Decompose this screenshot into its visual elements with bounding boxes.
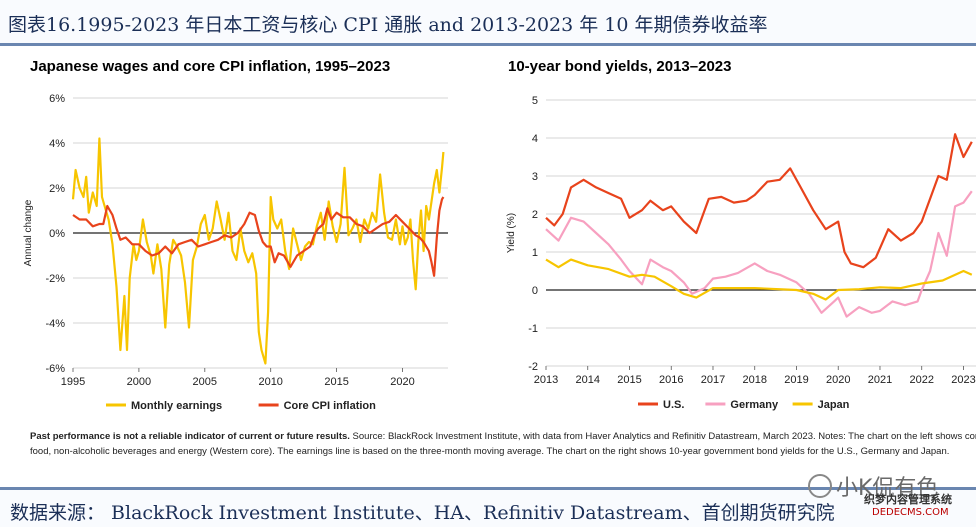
wages-x-tick-label: 2005 bbox=[193, 376, 217, 388]
watermark: 小K侃有色 bbox=[808, 470, 938, 502]
site-url-watermark: DEDECMS.COM bbox=[872, 507, 949, 518]
yields-x-tick-label: 2014 bbox=[576, 374, 600, 386]
wages-y-axis-label: Annual change bbox=[23, 199, 34, 266]
source-text: 数据来源： BlackRock Investment Institute、HA、… bbox=[10, 502, 835, 524]
wages-cpi-chart: -6% -4% -2% 0% 2% 4% 6% 1995 2000 2005 2010 2015 202… bbox=[23, 93, 448, 412]
yields-y-tick-label: -1 bbox=[528, 323, 538, 335]
yields-series-line-0 bbox=[545, 133, 973, 269]
left-chart-title: Japanese wages and core CPI inflation, 1… bbox=[30, 58, 391, 75]
site-watermark: 织梦内容管理系统 bbox=[864, 493, 952, 506]
wages-legend-label-1: Core CPI inflation bbox=[284, 400, 377, 412]
yields-y-axis-label: Yield (%) bbox=[506, 213, 517, 253]
watermark-text: 小K侃有色 bbox=[836, 476, 939, 501]
wages-x-tick-label: 2015 bbox=[324, 376, 348, 388]
wages-y-tick-label: 6% bbox=[49, 93, 65, 105]
yields-x-tick-label: 2017 bbox=[701, 374, 725, 386]
wages-y-tick-label: -4% bbox=[45, 318, 65, 330]
yields-x-tick-label: 2013 bbox=[534, 374, 558, 386]
yields-x-tick-label: 2018 bbox=[742, 374, 766, 386]
wages-y-tick-label: 0% bbox=[49, 228, 65, 240]
yields-x-tick-label: 2020 bbox=[826, 374, 850, 386]
yields-y-tick-label: 0 bbox=[532, 285, 538, 297]
yields-x-tick-label: 2023 bbox=[951, 374, 975, 386]
footnote-line-2: food, non-alcoholic beverages and energy… bbox=[30, 446, 950, 457]
yields-series-line-1 bbox=[545, 190, 973, 318]
yields-x-tick-label: 2016 bbox=[659, 374, 683, 386]
yields-y-tick-label: 5 bbox=[532, 95, 538, 107]
yields-legend-label-1: Germany bbox=[730, 399, 779, 411]
yields-x-tick-label: 2019 bbox=[784, 374, 808, 386]
wages-y-tick-label: 2% bbox=[49, 183, 65, 195]
yields-y-tick-label: 1 bbox=[532, 247, 538, 259]
wages-y-tick-label: -6% bbox=[45, 363, 65, 375]
yields-x-tick-label: 2021 bbox=[868, 374, 892, 386]
yields-x-tick-label: 2015 bbox=[617, 374, 641, 386]
wages-x-tick-label: 2010 bbox=[258, 376, 282, 388]
wages-y-tick-label: 4% bbox=[49, 138, 65, 150]
wages-series-line-1 bbox=[72, 196, 445, 277]
wages-series-line-0 bbox=[71, 137, 445, 365]
footnote-disclaimer: Past performance is not a reliable indic… bbox=[30, 431, 350, 442]
yields-x-tick-label: 2022 bbox=[909, 374, 933, 386]
wages-x-tick-label: 2000 bbox=[127, 376, 151, 388]
yields-y-tick-label: 2 bbox=[532, 209, 538, 221]
footnote-line-1: Source: BlackRock Investment Institute, … bbox=[352, 431, 976, 442]
yields-legend-label-2: Japan bbox=[818, 399, 850, 411]
wages-x-tick-label: 1995 bbox=[61, 376, 85, 388]
footnote: Past performance is not a reliable indic… bbox=[30, 429, 976, 459]
yields-legend-label-0: U.S. bbox=[663, 399, 684, 411]
wechat-icon bbox=[808, 474, 832, 498]
yields-y-tick-label: 3 bbox=[532, 171, 538, 183]
figure-header: 图表16.1995-2023 年日本工资与核心 CPI 通胀 and 2013-… bbox=[0, 0, 976, 46]
right-chart-title: 10-year bond yields, 2013–2023 bbox=[508, 58, 732, 75]
wages-x-tick-label: 2020 bbox=[390, 376, 414, 388]
yields-y-tick-label: 4 bbox=[532, 133, 538, 145]
yields-y-tick-label: -2 bbox=[528, 361, 538, 373]
wages-y-tick-label: -2% bbox=[45, 273, 65, 285]
yields-series-line-2 bbox=[545, 258, 973, 301]
wages-legend-label-0: Monthly earnings bbox=[131, 400, 222, 412]
bond-yields-chart: -2 -1 0 1 2 3 4 5 2013 2014 2015 2016 2017 2018 2019 20… bbox=[506, 95, 976, 411]
figure-title: 图表16.1995-2023 年日本工资与核心 CPI 通胀 and 2013-… bbox=[8, 14, 768, 36]
